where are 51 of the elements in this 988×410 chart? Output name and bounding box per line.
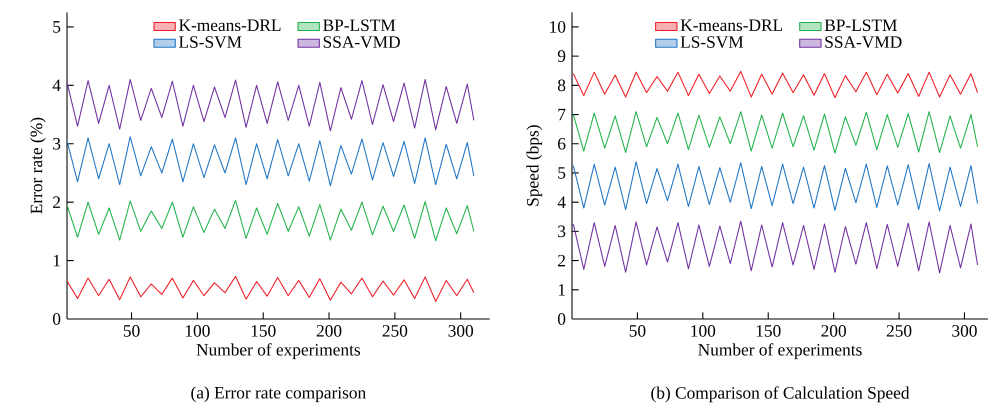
legend-label: SSA-VMD xyxy=(825,36,902,48)
y-tick-label: 6 xyxy=(558,138,566,150)
x-axis-title: Number of experiments xyxy=(196,343,360,360)
x-tick-label: 250 xyxy=(886,325,912,337)
y-tick-label: 4 xyxy=(558,196,566,208)
legend-label: LS-SVM xyxy=(179,36,242,48)
text: (a) Error rate comparison xyxy=(191,386,366,402)
y-tick-label: 3 xyxy=(558,226,566,238)
line-series xyxy=(572,111,978,154)
y-tick-label: 9 xyxy=(558,50,566,62)
y-tick-label: 4 xyxy=(52,80,61,92)
y-tick-label: 3 xyxy=(53,138,60,150)
y-tick-label: 1 xyxy=(54,254,60,266)
legend-label: SSA-VMD xyxy=(324,36,400,48)
legend-label: LS-SVM xyxy=(680,36,744,48)
x-tick-label: 50 xyxy=(630,325,646,337)
x-tick-label: 150 xyxy=(756,325,781,337)
legend-label: BP-LSTM xyxy=(824,19,897,32)
text: (b) Comparison of Calculation Speed xyxy=(651,386,910,402)
line-series xyxy=(67,200,474,242)
y-tick-label: 1 xyxy=(558,284,565,296)
y-tick-label: 5 xyxy=(53,21,60,33)
line-series xyxy=(572,70,978,98)
legend-label: K-means-DRL xyxy=(179,20,280,32)
line-series xyxy=(67,276,474,302)
x-tick-label: 300 xyxy=(952,325,977,337)
y-axis-title: Error rate (%) xyxy=(30,118,46,214)
x-tick-label: 250 xyxy=(382,325,408,337)
y-tick-label: 10 xyxy=(550,21,566,33)
y-tick-label: 0 xyxy=(558,313,566,325)
x-tick-label: 300 xyxy=(448,325,474,337)
line-series xyxy=(67,78,474,132)
x-tick-label: 100 xyxy=(691,325,716,337)
y-axis-title: Speed (bps) xyxy=(526,125,542,206)
y-tick-label: 2 xyxy=(558,254,566,266)
line-series xyxy=(67,136,474,186)
y-tick-label: 8 xyxy=(558,80,566,92)
x-tick-label: 150 xyxy=(252,325,276,337)
x-tick-label: 200 xyxy=(316,325,342,337)
x-tick-label: 50 xyxy=(124,325,140,337)
x-tick-label: 200 xyxy=(821,325,846,337)
x-axis-title: Number of experiments xyxy=(698,343,862,360)
y-tick-label: 5 xyxy=(558,167,566,179)
legend-label: BP-LSTM xyxy=(323,19,396,32)
line-series xyxy=(572,220,978,274)
y-tick-label: 0 xyxy=(52,313,60,325)
line-series xyxy=(572,161,978,212)
y-tick-label: 7 xyxy=(558,108,566,120)
x-tick-label: 100 xyxy=(186,325,210,337)
legend-label: K-means-DRL xyxy=(680,20,782,32)
y-tick-label: 2 xyxy=(53,196,60,208)
